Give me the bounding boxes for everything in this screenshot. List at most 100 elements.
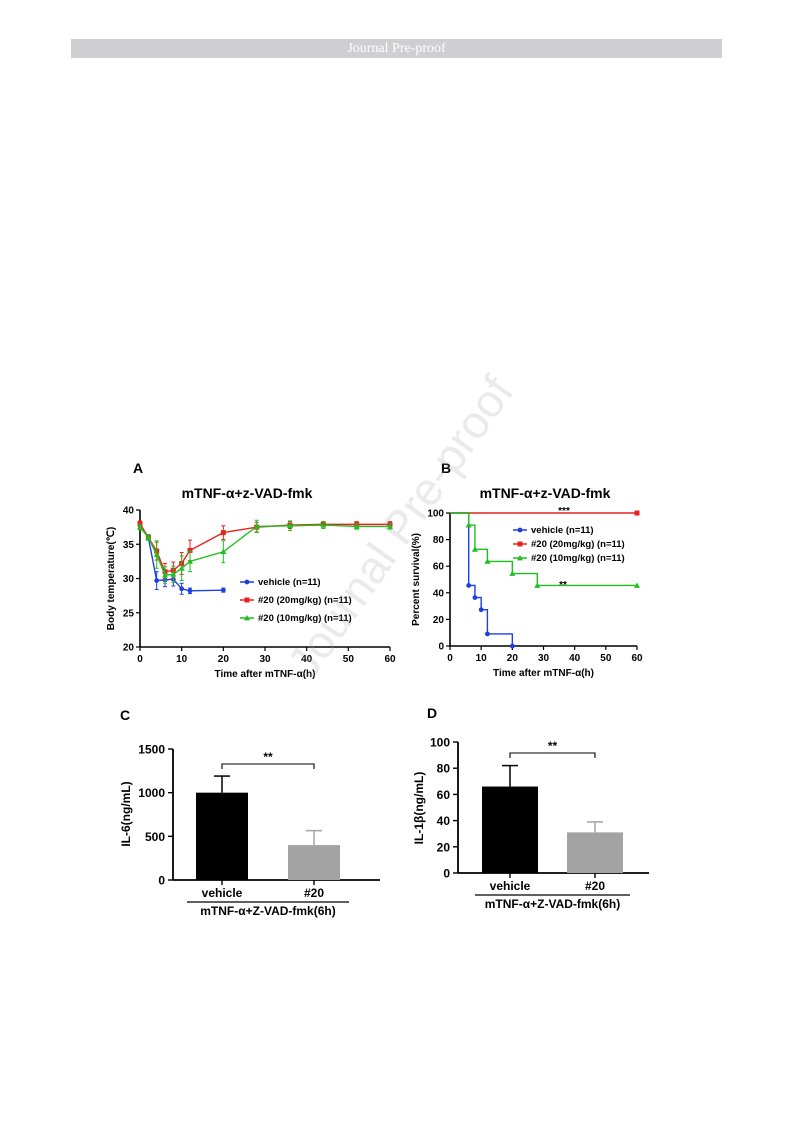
d-category-label: #20 xyxy=(585,879,605,893)
panel-c-il6-chart: C 0 500 1000 1500 IL-6(ng/mL) vehicle #20 mTNF-… xyxy=(119,707,380,918)
a-y-tick-label: 40 xyxy=(123,506,135,517)
b-x-tick-label: 0 xyxy=(447,653,453,664)
a-data-point xyxy=(220,530,226,536)
b-data-point xyxy=(478,607,484,613)
b-x-tick-label: 50 xyxy=(600,653,612,664)
a-data-point xyxy=(187,558,193,564)
c-category-label: #20 xyxy=(304,886,324,900)
b-y-tick-label: 40 xyxy=(433,588,445,599)
b-y-axis-label: Percent survival(%) xyxy=(411,533,422,626)
d-y-tick-label: 100 xyxy=(430,736,450,750)
b-x-tick-label: 40 xyxy=(569,653,581,664)
b-y-tick-label: 100 xyxy=(427,509,444,520)
b-legend-marker xyxy=(517,527,523,533)
b-data-point xyxy=(634,582,640,588)
a-legend-marker xyxy=(244,615,250,621)
a-x-tick-label: 60 xyxy=(384,654,396,665)
b-legend-marker xyxy=(517,555,523,561)
b-legend-label: #20 (20mg/kg) (n=11) xyxy=(531,539,625,550)
d-y-tick-label: 20 xyxy=(437,840,451,854)
a-data-point xyxy=(187,547,193,553)
d-y-tick-label: 0 xyxy=(443,867,450,881)
a-data-point xyxy=(253,523,260,529)
d-category-label: vehicle xyxy=(490,879,531,893)
panel-d-label: D xyxy=(427,705,437,721)
a-series-line-1 xyxy=(139,523,390,573)
a-data-point xyxy=(145,534,152,540)
d-significance-bracket xyxy=(509,752,596,758)
panel-c-label: C xyxy=(120,707,130,723)
journal-preproof-banner: Journal Pre-proof xyxy=(71,39,722,58)
a-y-axis-label: Body temperature(℃) xyxy=(106,527,117,630)
b-data-point xyxy=(471,546,478,552)
b-y-tick-label: 0 xyxy=(438,642,444,653)
panel-a-temperature-chart: A mTNF-α+z-VAD-fmk 20 25 30 35 40 0 10 20 30 40 50… xyxy=(106,460,396,680)
b-x-tick-label: 20 xyxy=(507,653,519,664)
b-data-point xyxy=(509,570,516,576)
b-x-tick-label: 10 xyxy=(476,653,488,664)
panel-b-title: mTNF-α+z-VAD-fmk xyxy=(480,485,611,501)
c-category-label: vehicle xyxy=(202,886,243,900)
a-legend-label: #20 (10mg/kg) (n=11) xyxy=(258,613,352,624)
c-y-tick-label: 500 xyxy=(145,830,165,844)
c-x-axis-label: mTNF-α+Z-VAD-fmk(6h) xyxy=(200,904,335,918)
c-bar-0 xyxy=(196,792,248,880)
a-y-tick-label: 25 xyxy=(123,608,135,619)
a-y-tick-label: 35 xyxy=(123,540,135,551)
b-legend-label: #20 (10mg/kg) (n=11) xyxy=(531,553,625,564)
a-data-point xyxy=(153,551,160,557)
b-survival-curve-0 xyxy=(450,512,514,646)
a-data-point xyxy=(137,524,143,530)
a-legend-label: #20 (20mg/kg) (n=11) xyxy=(258,595,352,606)
d-y-tick-label: 40 xyxy=(437,814,451,828)
panel-d-il1b-chart: D 0 20 40 60 80 100 IL-1β(ng/mL) vehicle #20 mTNF… xyxy=(412,705,649,911)
b-data-point xyxy=(534,582,541,588)
panel-a-title: mTNF-α+z-VAD-fmk xyxy=(182,485,313,501)
a-data-point xyxy=(220,587,226,593)
c-bar-1 xyxy=(288,845,340,880)
a-x-axis-label: Time after mTNF-α(h) xyxy=(215,669,316,680)
a-data-point xyxy=(187,588,193,594)
b-legend-marker xyxy=(517,541,523,547)
b-data-point xyxy=(465,522,472,528)
d-bar-1 xyxy=(567,832,623,873)
b-data-point xyxy=(485,631,490,637)
a-y-tick-label: 20 xyxy=(123,643,135,654)
c-y-tick-label: 1500 xyxy=(138,743,165,757)
a-data-point xyxy=(320,522,327,528)
b-data-point xyxy=(509,643,515,649)
a-data-point xyxy=(178,565,185,571)
d-bar-0 xyxy=(482,786,538,873)
b-data-point xyxy=(484,558,491,564)
a-data-point xyxy=(137,521,143,527)
b-x-tick-label: 60 xyxy=(631,653,643,664)
a-data-point xyxy=(220,548,227,555)
a-legend-marker xyxy=(244,597,250,603)
a-x-tick-label: 10 xyxy=(176,654,188,665)
b-x-tick-label: 30 xyxy=(538,653,550,664)
a-x-tick-label: 50 xyxy=(343,654,355,665)
a-x-tick-label: 20 xyxy=(218,654,230,665)
b-y-tick-label: 20 xyxy=(433,615,445,626)
b-data-point xyxy=(634,510,640,516)
a-data-point xyxy=(387,523,393,529)
d-y-tick-label: 80 xyxy=(437,762,451,776)
a-y-tick-label: 30 xyxy=(123,574,135,585)
a-data-point xyxy=(353,523,360,529)
a-data-point xyxy=(179,586,185,592)
a-legend-marker xyxy=(244,579,250,585)
c-significance-bracket xyxy=(221,763,315,769)
b-y-tick-label: 60 xyxy=(433,562,445,573)
a-data-point xyxy=(154,578,160,583)
a-x-tick-label: 40 xyxy=(301,654,313,665)
b-x-axis-label: Time after mTNF-α(h) xyxy=(493,668,594,679)
a-data-point xyxy=(162,572,168,578)
a-data-point xyxy=(170,571,177,577)
panel-b-label: B xyxy=(441,460,451,476)
d-x-axis-label: mTNF-α+Z-VAD-fmk(6h) xyxy=(485,897,620,911)
c-significance-label: ** xyxy=(263,750,273,764)
c-y-tick-label: 0 xyxy=(158,874,165,888)
panel-a-label: A xyxy=(133,460,143,476)
b-legend-label: vehicle (n=11) xyxy=(531,525,594,536)
b-significance-10mg: ** xyxy=(559,580,567,591)
